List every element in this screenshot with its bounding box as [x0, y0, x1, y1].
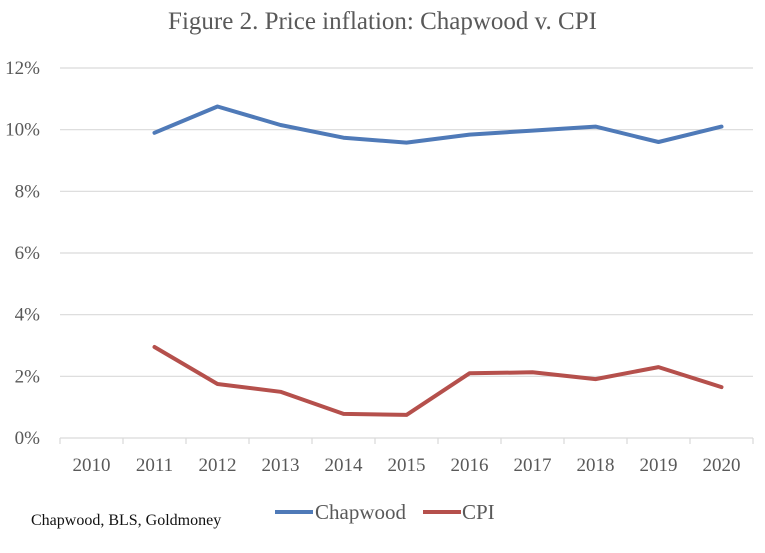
- chart-title: Figure 2. Price inflation: Chapwood v. C…: [168, 8, 597, 35]
- series-line-chapwood: [152, 104, 724, 145]
- y-tick-label: 6%: [15, 243, 41, 264]
- y-axis: 0% 2% 4% 6% 8% 10% 12%: [5, 58, 40, 449]
- y-tick-label: 0%: [15, 428, 41, 449]
- y-tick-label: 10%: [5, 120, 40, 141]
- legend-label-chapwood: Chapwood: [315, 500, 406, 524]
- x-tick-label: 2011: [136, 455, 173, 476]
- x-axis: 2010 2011 2012 2013 2014 2015 2016 2017 2018 2019…: [59, 437, 754, 476]
- series-line-cpi: [152, 345, 724, 417]
- x-tick-label: 2010: [73, 455, 111, 476]
- x-tick-label: 2016: [451, 455, 489, 476]
- x-tick-label: 2017: [514, 455, 552, 476]
- x-tick-label: 2014: [325, 455, 364, 476]
- x-tick-label: 2020: [703, 455, 741, 476]
- x-tick-label: 2015: [388, 455, 426, 476]
- y-tick-label: 2%: [15, 366, 41, 387]
- y-tick-label: 4%: [15, 305, 41, 326]
- source-note: Chapwood, BLS, Goldmoney: [31, 512, 222, 529]
- x-tick-label: 2013: [262, 455, 300, 476]
- y-tick-label: 12%: [5, 58, 40, 79]
- y-tick-label: 8%: [15, 181, 41, 202]
- gridlines: [60, 67, 753, 377]
- legend: Chapwood CPI: [275, 500, 495, 524]
- legend-label-cpi: CPI: [462, 500, 495, 524]
- series-lines: [152, 104, 724, 417]
- x-tick-label: 2018: [577, 455, 615, 476]
- x-tick-label: 2012: [199, 455, 237, 476]
- x-tick-label: 2019: [640, 455, 678, 476]
